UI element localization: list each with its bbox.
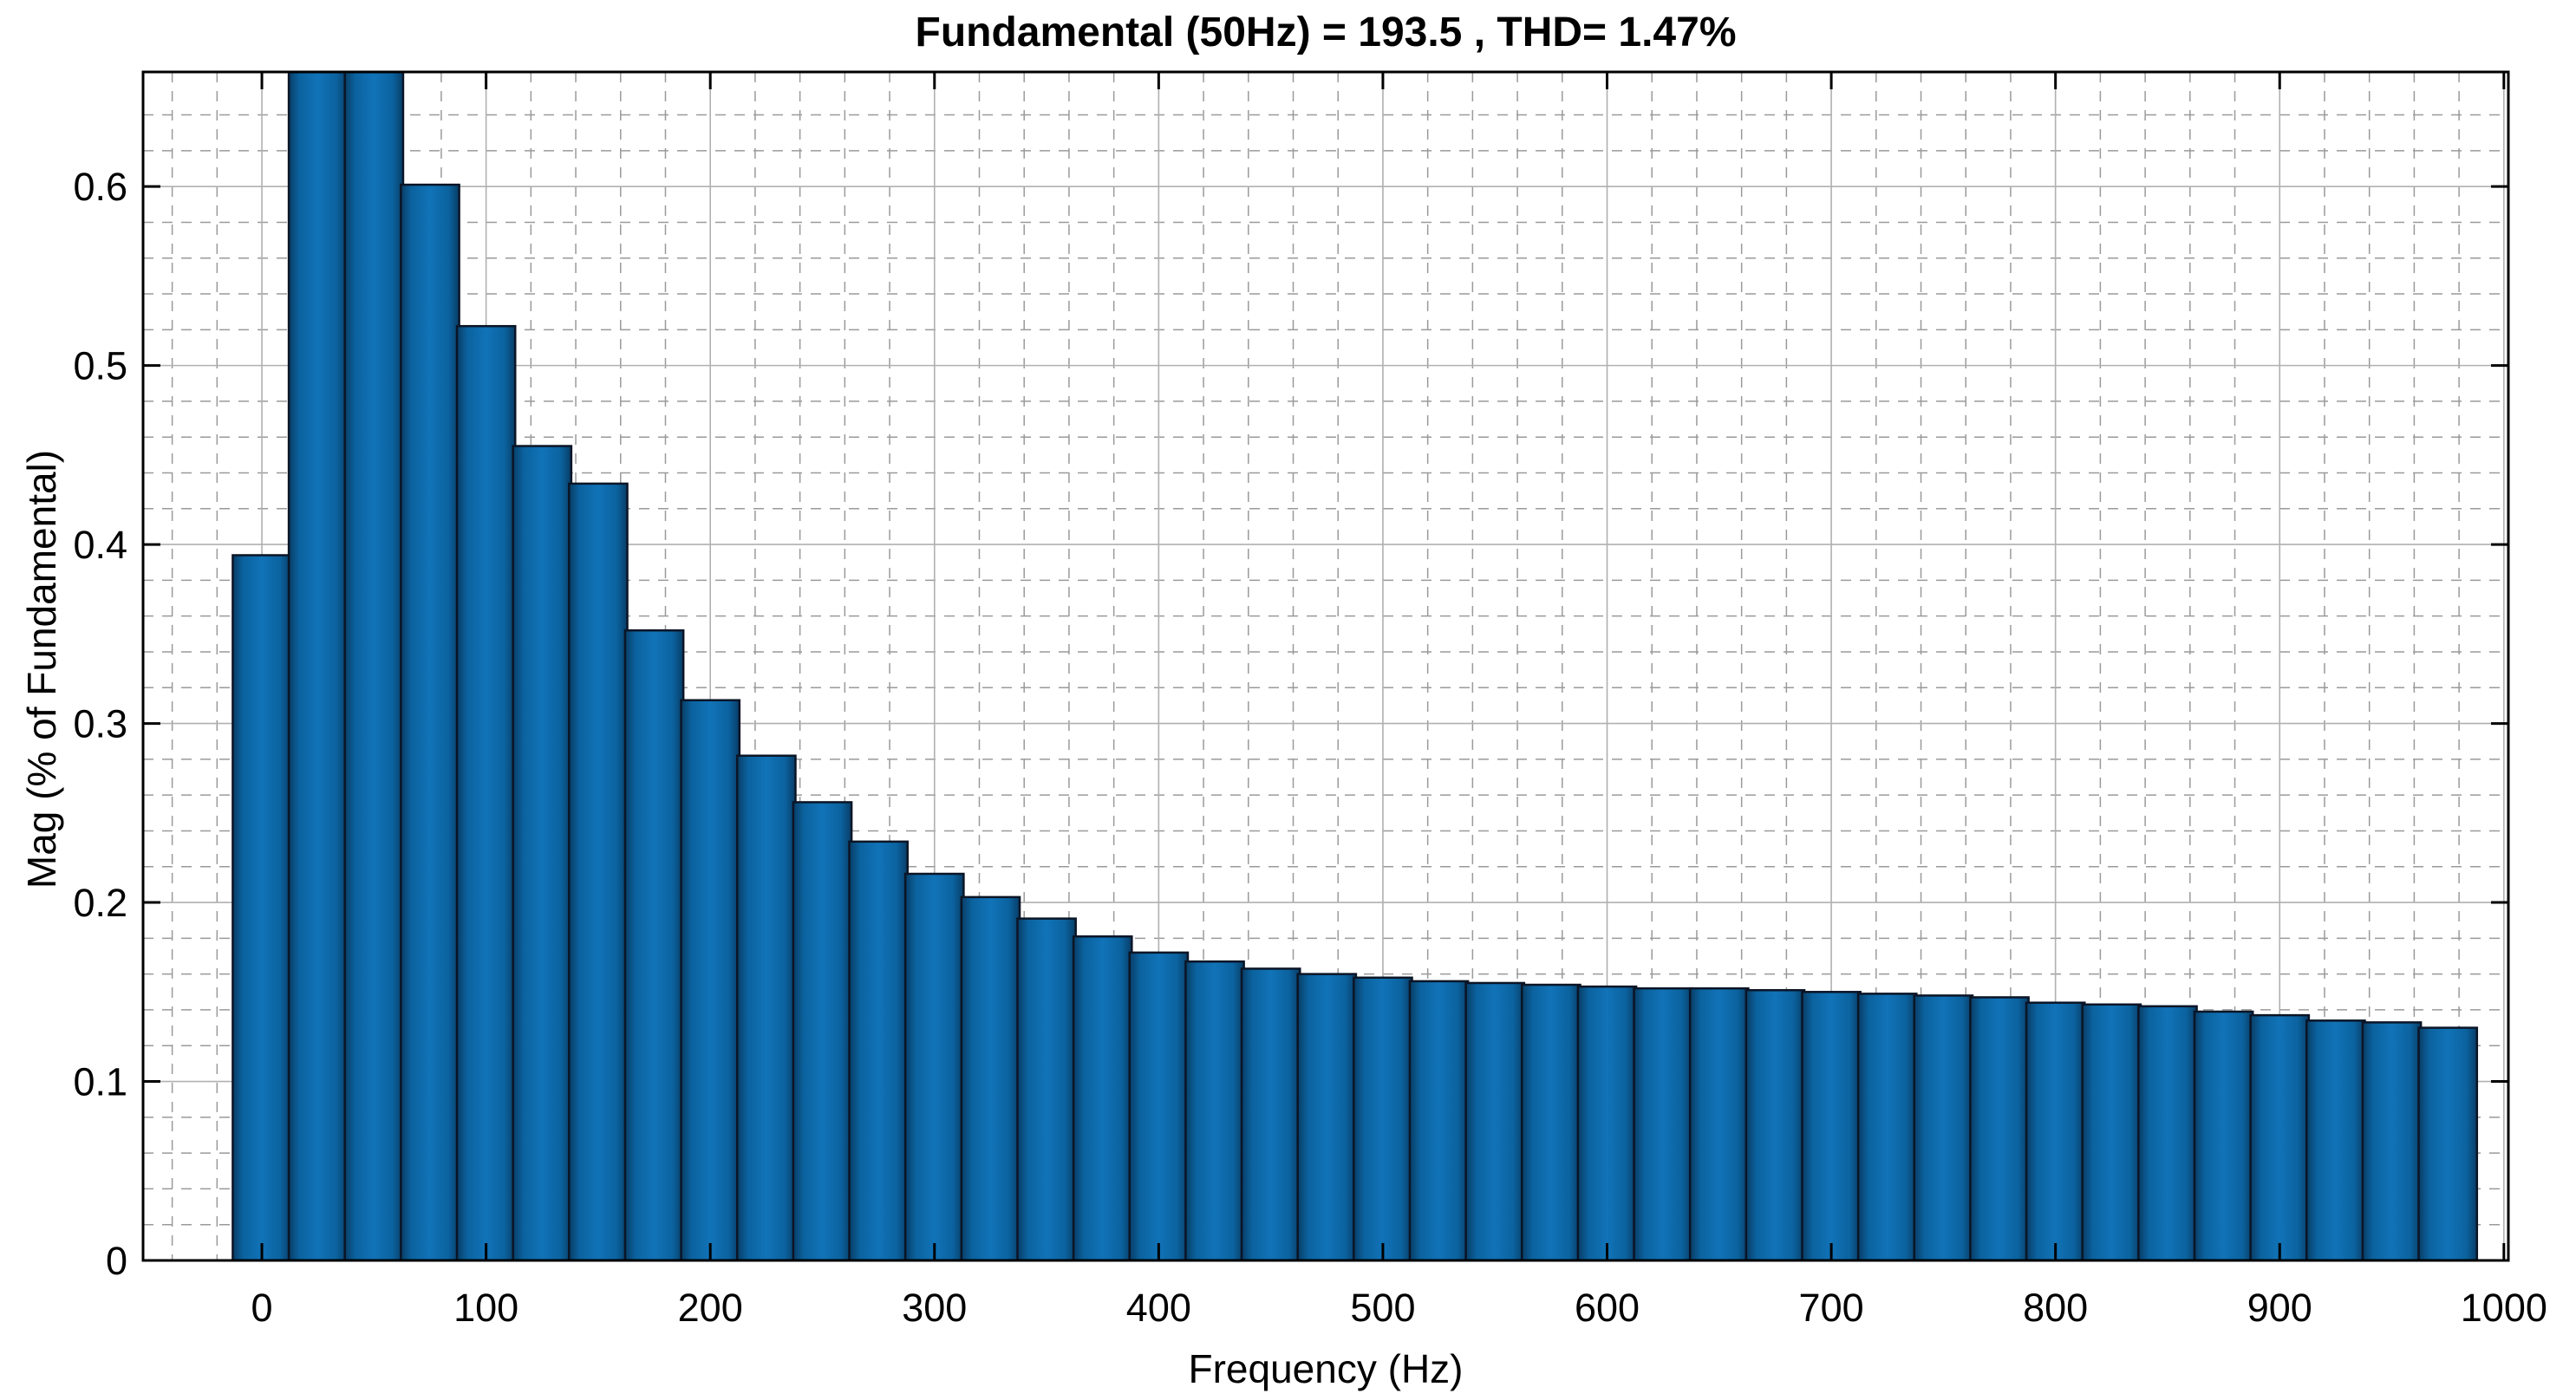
bar: [1408, 980, 1470, 1260]
bar: [1856, 993, 1918, 1260]
bar: [1913, 994, 1974, 1260]
bar: [1745, 988, 1806, 1260]
x-tick-label: 900: [2247, 1286, 2312, 1330]
bar: [1353, 976, 1413, 1260]
y-tick-label: 0.1: [73, 1060, 127, 1104]
bar: [2193, 1010, 2254, 1260]
bar: [568, 482, 629, 1260]
bar: [2417, 1026, 2479, 1260]
bar: [2361, 1021, 2423, 1260]
y-tick-label: 0.3: [73, 702, 127, 746]
y-axis-label: Mag (% of Fundamental): [19, 449, 64, 889]
y-tick-label: 0.6: [73, 165, 127, 209]
bar: [1296, 973, 1358, 1260]
bar: [1184, 960, 1245, 1260]
bar: [735, 754, 797, 1260]
bar: [848, 840, 910, 1260]
bar: [1688, 987, 1750, 1260]
bar: [455, 324, 517, 1260]
bar: [623, 628, 685, 1260]
x-tick-label: 100: [453, 1286, 518, 1330]
x-tick-label: 500: [1350, 1286, 1415, 1330]
bar: [1016, 917, 1077, 1260]
bars-group: [232, 72, 2479, 1260]
chart-title: Fundamental (50Hz) = 193.5 , THD= 1.47%: [915, 10, 1737, 55]
bar: [1576, 985, 1638, 1260]
bar: [2081, 1003, 2142, 1260]
x-tick-label: 300: [902, 1286, 967, 1330]
bar: [232, 554, 292, 1260]
bar: [680, 699, 741, 1260]
bar: [2137, 1005, 2198, 1260]
bar: [2305, 1019, 2366, 1260]
x-tick-label: 1000: [2461, 1286, 2547, 1330]
bar: [903, 872, 965, 1260]
x-axis-label: Frequency (Hz): [1188, 1346, 1464, 1391]
bar: [792, 801, 853, 1260]
bar: [1801, 991, 1862, 1260]
bar: [1240, 967, 1301, 1260]
bar: [343, 72, 405, 1260]
bar: [2249, 1013, 2311, 1260]
x-tick-label: 600: [1575, 1286, 1640, 1330]
bar: [960, 895, 1021, 1260]
bar: [1128, 951, 1190, 1260]
bar: [1969, 996, 2030, 1260]
bar: [2025, 1001, 2086, 1260]
bar: [512, 445, 573, 1260]
axes-border: [141, 70, 2510, 1262]
y-tick-label: 0.4: [73, 523, 127, 567]
x-tick-label: 400: [1126, 1286, 1191, 1330]
x-tick-label: 0: [251, 1286, 273, 1330]
y-tick-label: 0.2: [73, 881, 127, 925]
x-tick-label: 200: [678, 1286, 743, 1330]
bar: [1072, 935, 1133, 1260]
bar: [1464, 981, 1526, 1260]
bar: [1633, 987, 1694, 1260]
x-tick-label: 800: [2023, 1286, 2088, 1330]
bar: [1521, 983, 1581, 1260]
y-tick-label: 0.5: [73, 344, 127, 388]
bar: [287, 72, 349, 1260]
y-tick-label: 0: [106, 1239, 127, 1283]
bar: [400, 183, 460, 1260]
x-tick-label: 700: [1799, 1286, 1864, 1330]
